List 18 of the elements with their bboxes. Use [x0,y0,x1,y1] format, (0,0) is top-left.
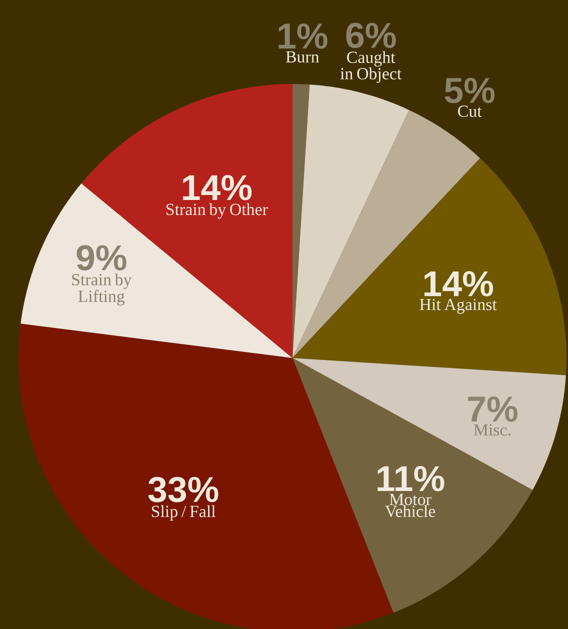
data-label: 14% [424,271,493,296]
slice-label: Burn [286,51,319,63]
slice-label: Motor Vehicle [384,494,435,518]
slice-label: Misc. [474,424,510,436]
data-label: 7% [468,396,518,422]
data-label: 1% [278,24,328,49]
slice-label: Cut [458,106,482,117]
data-label: 9% [76,245,126,270]
slice-label: Strain by Other [166,203,268,219]
data-label: 33% [148,476,218,502]
data-label: 11% [377,466,444,492]
data-label: 14% [182,175,252,200]
slice-label: Strain by Lifting [72,274,132,306]
slice-label: Slip / Fall [152,505,216,521]
slice-label: Hit Against [420,298,497,314]
slice-label: Caught in Object [340,51,402,83]
data-label: 5% [444,78,494,104]
data-label: 6% [346,22,396,48]
